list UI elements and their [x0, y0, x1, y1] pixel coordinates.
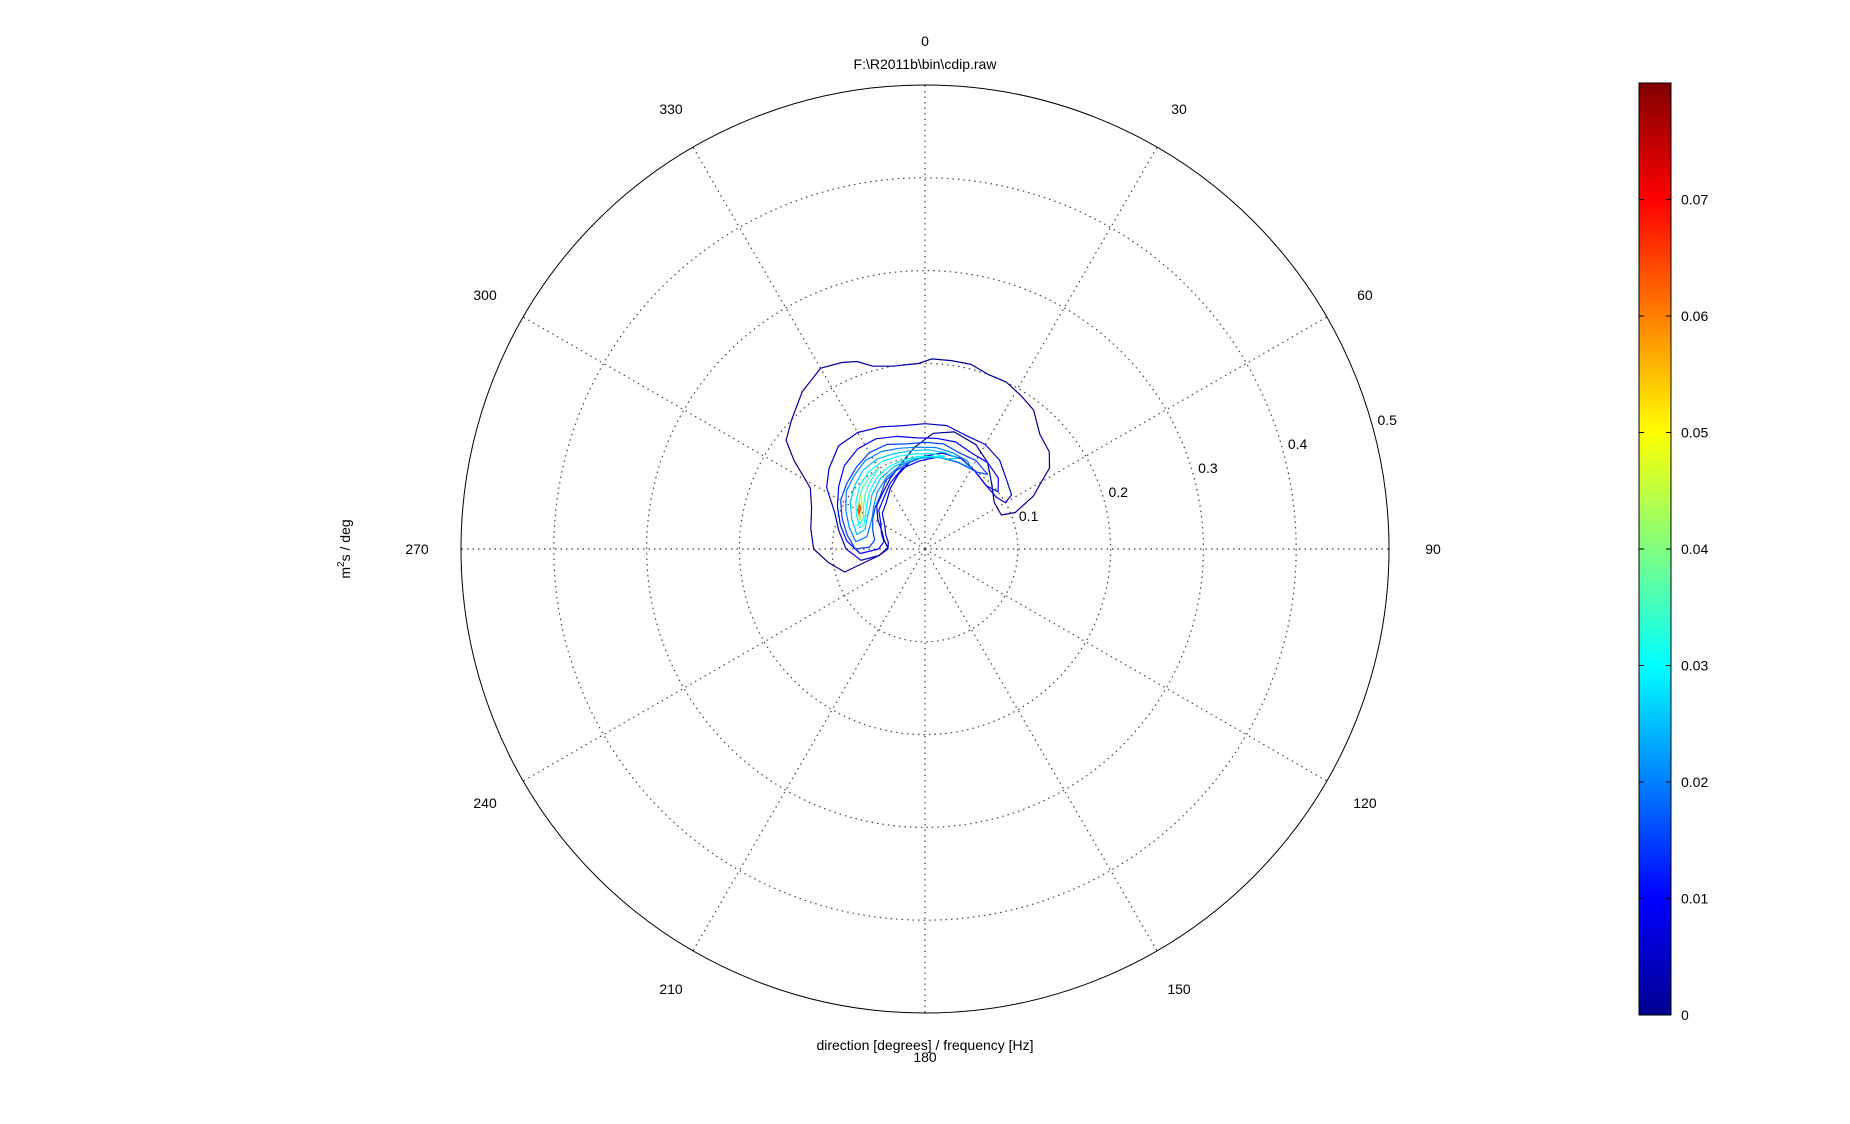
- colorbar-tick-label-0.02: 0.02: [1681, 774, 1708, 790]
- y-axis-label: m2s / deg: [336, 519, 353, 578]
- contour-line-7: [855, 453, 946, 529]
- y-axis-label-rest: s / deg: [337, 519, 353, 561]
- contour-line-2: [826, 423, 1013, 561]
- angle-tick-label-0: 0: [921, 33, 929, 49]
- radial-tick-label-0.5: 0.5: [1377, 412, 1397, 428]
- angle-tick-label-30: 30: [1171, 101, 1187, 117]
- colorbar-tick-label-0.04: 0.04: [1681, 541, 1708, 557]
- y-axis-label-base: m: [337, 567, 353, 579]
- contour-line-6: [849, 449, 959, 536]
- x-axis-label: direction [degrees] / frequency [Hz]: [816, 1037, 1033, 1053]
- angle-tick-label-150: 150: [1167, 981, 1191, 997]
- angle-tick-label-300: 300: [473, 287, 497, 303]
- angle-tick-label-180: 180: [913, 1049, 937, 1065]
- colorbar-tick-label-0: 0: [1681, 1007, 1689, 1023]
- colorbar-tick-label-0.03: 0.03: [1681, 658, 1708, 674]
- angle-tick-label-240: 240: [473, 795, 497, 811]
- contour-line-4: [840, 441, 989, 550]
- radial-tick-label-0.4: 0.4: [1288, 436, 1308, 452]
- radial-grid-ring-0.3: [645, 270, 1204, 828]
- angle-tick-label-120: 120: [1353, 795, 1377, 811]
- contour-lines: [785, 358, 1051, 573]
- angle-grid-spoke-240: [522, 548, 926, 782]
- angle-tick-label-60: 60: [1357, 287, 1373, 303]
- colorbar-ticks: 0 0.01 0.02 0.03 0.04 0.05 0.06 0.07: [1639, 192, 1708, 1023]
- angle-grid-spoke-120: [924, 548, 1328, 782]
- colorbar-tick-label-0.06: 0.06: [1681, 308, 1708, 324]
- angle-grid-spoke-330: [692, 146, 926, 550]
- angle-tick-label-270: 270: [405, 541, 429, 557]
- chart-title: F:\R2011b\bin\cdip.raw: [854, 56, 998, 72]
- y-axis-label-superscript: 2: [336, 561, 347, 567]
- polar-outer-boundary: [460, 84, 1390, 1014]
- contour-line-3: [836, 435, 999, 555]
- angle-grid-spoke-30: [924, 146, 1158, 550]
- angle-grid-spoke-60: [924, 316, 1328, 550]
- angle-grid-spoke-150: [924, 548, 1158, 952]
- contour-line-5: [845, 446, 972, 543]
- radial-grid-ring-0.1: [831, 455, 1019, 643]
- angle-tick-label-90: 90: [1425, 541, 1441, 557]
- radial-grid-ring-0.4: [553, 177, 1297, 921]
- radial-tick-label-0.2: 0.2: [1109, 484, 1129, 500]
- contour-line-1: [785, 358, 1051, 573]
- angle-tick-label-330: 330: [659, 101, 683, 117]
- colorbar-tick-label-0.01: 0.01: [1681, 891, 1708, 907]
- radial-tick-label-0.3: 0.3: [1198, 460, 1218, 476]
- radial-tick-label-0.1: 0.1: [1019, 508, 1039, 524]
- angle-tick-label-210: 210: [659, 981, 683, 997]
- angle-grid-spoke-300: [522, 316, 926, 550]
- colorbar-tick-label-0.05: 0.05: [1681, 425, 1708, 441]
- angle-grid-spoke-210: [692, 548, 926, 952]
- colorbar: 0 0.01 0.02 0.03 0.04 0.05 0.06 0.07: [1638, 82, 1708, 1023]
- colorbar-tick-label-0.07: 0.07: [1681, 192, 1708, 208]
- polar-grid: [460, 84, 1390, 1014]
- polar-tick-labels: 0 30 60 90 120 150 180 210 240 270 300 330 0.1 0.2 0.3…: [405, 33, 1441, 1065]
- contour-line-11: [857, 504, 862, 515]
